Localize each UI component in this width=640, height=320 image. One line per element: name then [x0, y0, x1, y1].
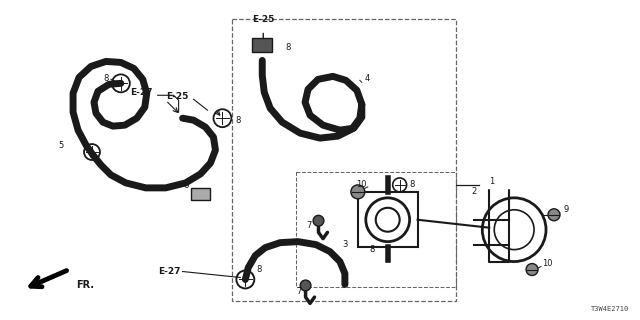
- FancyBboxPatch shape: [191, 188, 211, 200]
- Text: E-27: E-27: [158, 267, 180, 276]
- Circle shape: [300, 280, 311, 291]
- Text: 10: 10: [356, 180, 367, 189]
- Text: 7: 7: [307, 221, 312, 230]
- Text: FR.: FR.: [76, 280, 94, 291]
- Circle shape: [548, 209, 560, 221]
- Text: 6: 6: [183, 181, 189, 190]
- Circle shape: [526, 264, 538, 276]
- Text: 5: 5: [58, 140, 64, 149]
- Text: 7: 7: [297, 287, 302, 296]
- Text: 8: 8: [370, 245, 375, 254]
- Text: 10: 10: [542, 259, 552, 268]
- Text: 8: 8: [104, 74, 109, 83]
- Text: 8: 8: [410, 180, 415, 189]
- Text: 8: 8: [256, 265, 262, 274]
- Circle shape: [313, 215, 324, 226]
- Circle shape: [351, 185, 365, 199]
- Text: E-25: E-25: [166, 92, 189, 101]
- Text: 8: 8: [236, 116, 241, 125]
- Text: 4: 4: [365, 74, 370, 83]
- FancyBboxPatch shape: [252, 37, 272, 52]
- Text: 3: 3: [342, 240, 348, 249]
- Text: E-25: E-25: [252, 15, 275, 24]
- Text: E-27: E-27: [130, 88, 153, 97]
- Text: 2: 2: [471, 188, 476, 196]
- Text: 9: 9: [564, 205, 569, 214]
- Text: 8: 8: [285, 43, 291, 52]
- Text: 1: 1: [489, 177, 495, 187]
- Text: T3W4E2710: T3W4E2710: [591, 306, 628, 312]
